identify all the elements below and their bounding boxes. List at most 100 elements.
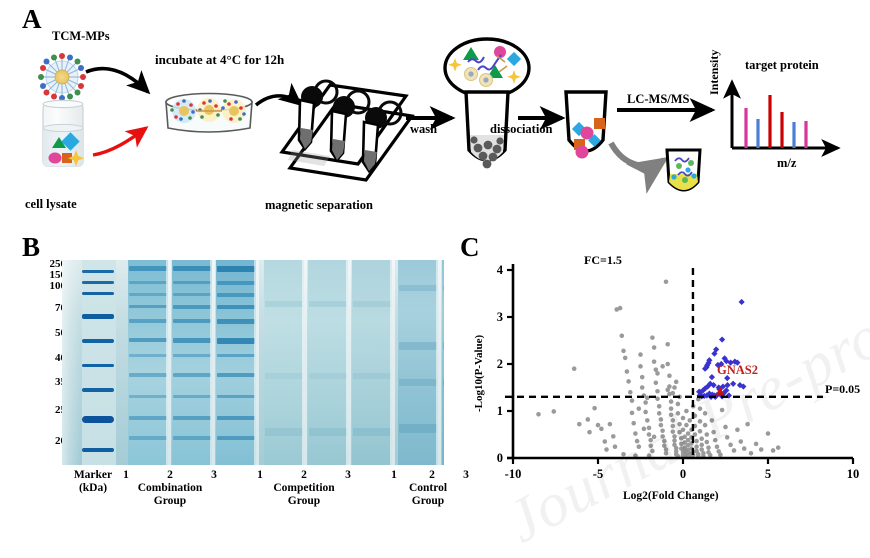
data-point xyxy=(663,447,669,452)
data-point-significant xyxy=(738,298,745,306)
data-point xyxy=(636,444,642,450)
marker-label-150: 150 xyxy=(49,269,67,281)
data-point xyxy=(656,404,662,409)
gel-lane xyxy=(308,260,351,465)
data-point xyxy=(646,425,652,431)
y-tick-label: 1 xyxy=(497,404,503,418)
volcano-plot-svg: 0 1 2 3 4 -10 -5 0 5 10 xyxy=(497,263,860,481)
marker-band xyxy=(82,415,114,423)
data-point xyxy=(648,437,653,443)
data-point xyxy=(624,369,630,374)
data-point-significant xyxy=(721,355,728,362)
data-point xyxy=(551,409,557,414)
data-point xyxy=(592,405,597,411)
data-point xyxy=(653,380,659,386)
data-point xyxy=(738,439,744,444)
group-label-competition-line2: Group xyxy=(287,495,321,507)
marker-label-35: 35 xyxy=(55,376,66,388)
data-point xyxy=(651,345,657,350)
data-point xyxy=(711,429,716,435)
data-point xyxy=(682,445,687,450)
data-point xyxy=(707,452,713,458)
data-point xyxy=(663,279,669,285)
marker-band xyxy=(82,270,114,273)
dissociation-tube xyxy=(564,90,608,159)
marker-label-50: 50 xyxy=(55,327,66,339)
data-point xyxy=(741,446,747,451)
label-magnetic-separation: magnetic separation xyxy=(265,198,373,212)
data-point xyxy=(633,431,638,436)
data-point xyxy=(658,417,664,422)
volcano-xlabel: Log2(Fold Change) xyxy=(623,490,719,502)
data-point xyxy=(670,390,676,396)
data-point xyxy=(665,341,670,347)
x-tick-label: 5 xyxy=(765,467,771,481)
data-point xyxy=(650,335,655,340)
data-point xyxy=(694,444,699,450)
data-point xyxy=(617,305,623,311)
data-point xyxy=(571,366,577,371)
data-point xyxy=(641,426,647,432)
volcano-series xyxy=(715,387,725,395)
data-point xyxy=(621,348,626,354)
data-point xyxy=(758,447,764,452)
marker-lane xyxy=(82,260,116,465)
data-point xyxy=(651,359,657,364)
lane-number: 1 xyxy=(391,469,397,481)
data-point xyxy=(719,407,725,413)
data-point xyxy=(697,406,703,411)
data-point xyxy=(704,432,710,437)
marker-label-40: 40 xyxy=(55,352,66,364)
data-point xyxy=(662,438,667,444)
data-point xyxy=(585,417,591,422)
data-point xyxy=(602,439,608,444)
group-label-combination: Combination xyxy=(137,482,203,494)
data-point xyxy=(631,420,636,426)
data-point xyxy=(655,388,660,394)
data-point xyxy=(643,409,648,415)
data-point xyxy=(663,451,669,456)
data-point xyxy=(577,421,582,427)
data-point xyxy=(677,429,682,435)
fc-threshold-label: FC=1.5 xyxy=(584,253,622,267)
data-point xyxy=(682,434,687,440)
data-point xyxy=(682,440,687,445)
data-point-significant xyxy=(731,358,738,365)
data-point xyxy=(651,434,657,440)
label-mz: m/z xyxy=(777,156,797,170)
lane-number: 2 xyxy=(167,469,173,481)
data-point xyxy=(629,410,635,416)
arrow-mp-to-dish xyxy=(85,66,151,95)
data-point xyxy=(646,432,652,437)
marker-label-100: 100 xyxy=(49,280,67,292)
data-point xyxy=(638,352,643,357)
digested-sample-tube xyxy=(665,148,702,192)
data-point-significant xyxy=(740,383,747,390)
data-point-significant xyxy=(707,380,714,387)
group-label-combination-line2: Group xyxy=(153,495,187,507)
label-intensity: Intensity xyxy=(707,49,721,95)
data-point xyxy=(685,431,691,436)
panel-c-letter: C xyxy=(460,232,480,262)
data-point-gnas2 xyxy=(715,387,725,395)
data-point xyxy=(753,441,759,447)
tcm-mp-nanoparticle xyxy=(38,53,86,101)
panel-c-volcano: C Journal Pre-proof 0 1 2 3 4 -10 -5 0 5 10 Log2(… xyxy=(455,232,870,557)
gel-lane xyxy=(442,260,444,465)
data-point xyxy=(699,436,704,442)
lane-number: 3 xyxy=(345,469,351,481)
data-point xyxy=(675,411,681,416)
panel-a-workflow: A xyxy=(0,0,870,232)
gel-lane xyxy=(352,260,395,465)
y-tick-label: 2 xyxy=(497,357,503,371)
data-point xyxy=(660,434,665,439)
data-point xyxy=(660,428,665,434)
data-point xyxy=(765,431,771,436)
data-point xyxy=(658,422,664,428)
y-tick-label: 3 xyxy=(497,310,503,324)
data-point xyxy=(697,419,703,424)
gel-lane xyxy=(398,260,441,465)
data-point xyxy=(536,411,541,417)
data-point-significant xyxy=(713,346,720,353)
data-point xyxy=(687,418,693,423)
